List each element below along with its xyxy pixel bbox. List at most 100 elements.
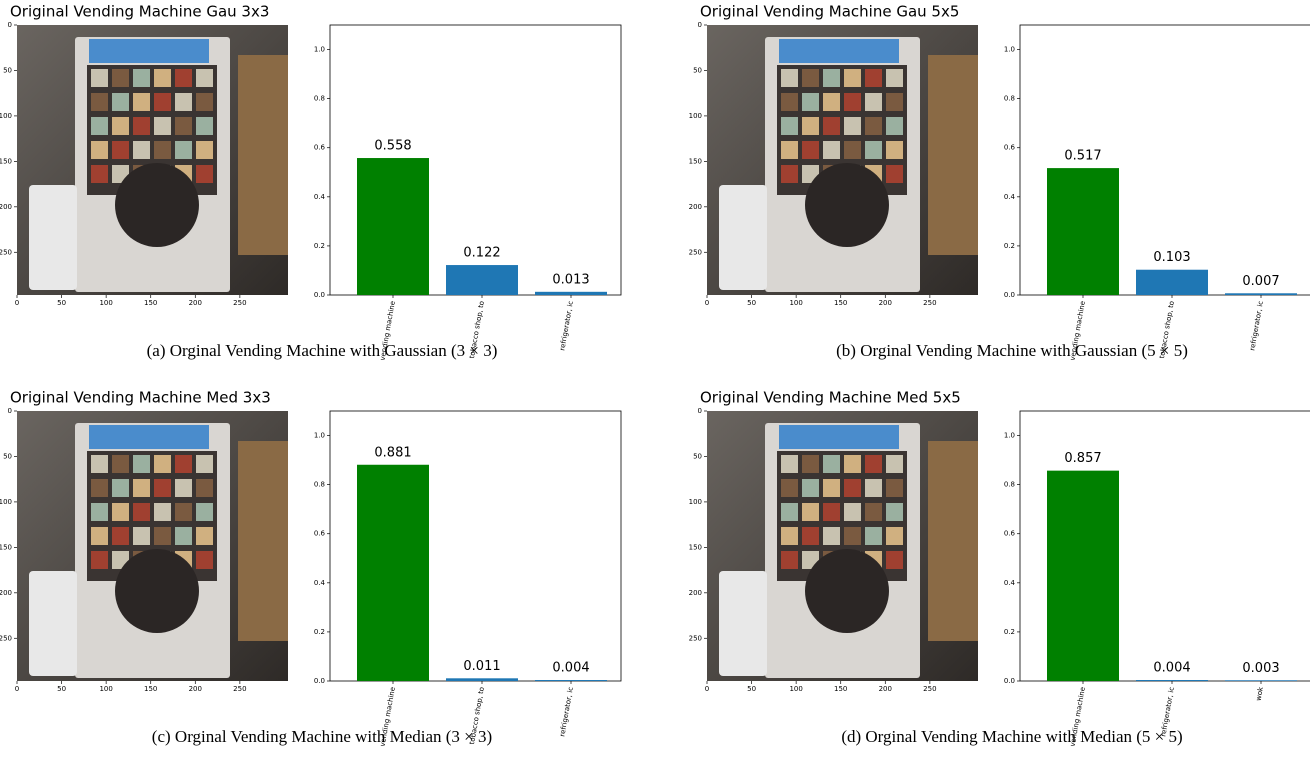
y-tick-label: 100 xyxy=(689,112,702,120)
photo-item xyxy=(133,69,150,87)
photo-dispenser xyxy=(805,163,889,247)
photo-item xyxy=(196,165,213,183)
x-tick-label: 0 xyxy=(15,685,19,693)
x-tick-label: 250 xyxy=(233,299,246,307)
bar xyxy=(535,680,607,681)
bar xyxy=(357,158,429,295)
value-label: 0.004 xyxy=(552,661,589,676)
photo-item xyxy=(802,69,819,87)
photo-item xyxy=(886,455,903,473)
photo-item xyxy=(802,527,819,545)
image-title: Original Vending Machine Med 3x3 xyxy=(10,389,271,407)
x-tick-label: 100 xyxy=(789,685,802,693)
photo-item xyxy=(175,527,192,545)
photo-item xyxy=(865,479,882,497)
x-tick-label: 250 xyxy=(233,685,246,693)
photo-item xyxy=(196,527,213,545)
photo-bin xyxy=(719,571,767,676)
photo-item xyxy=(154,93,171,111)
photo-item xyxy=(802,93,819,111)
y-tick-label: 50 xyxy=(693,66,702,74)
photo-wall xyxy=(238,55,288,255)
y-tick-label: 200 xyxy=(0,589,12,597)
photo-item xyxy=(844,455,861,473)
x-tick-label: 100 xyxy=(789,299,802,307)
y-tick-label: 250 xyxy=(689,634,702,642)
y-tick-label: 0.8 xyxy=(314,481,325,489)
value-label: 0.122 xyxy=(463,246,500,261)
caption: (d) Orginal Vending Machine with Median … xyxy=(841,727,1182,746)
photo-item xyxy=(91,93,108,111)
image-title: Original Vending Machine Med 5x5 xyxy=(700,389,961,407)
photo-item xyxy=(133,455,150,473)
x-tick-label: 0 xyxy=(15,299,19,307)
y-tick-label: 100 xyxy=(0,112,12,120)
y-tick-label: 0 xyxy=(698,407,702,415)
y-tick-label: 150 xyxy=(0,157,12,165)
photo-item xyxy=(133,93,150,111)
photo-banner xyxy=(89,39,209,63)
value-label: 0.103 xyxy=(1153,250,1190,265)
photo-item xyxy=(91,117,108,135)
y-tick-label: 0.4 xyxy=(314,579,326,587)
photo-item xyxy=(823,503,840,521)
photo-item xyxy=(844,527,861,545)
y-tick-label: 0 xyxy=(698,21,702,29)
y-tick-label: 0.6 xyxy=(1004,144,1016,152)
photo-item xyxy=(91,479,108,497)
photo-item xyxy=(823,479,840,497)
bar xyxy=(446,678,518,681)
photo-item xyxy=(175,117,192,135)
y-tick-label: 0.4 xyxy=(1004,193,1016,201)
image-title: Original Vending Machine Gau 5x5 xyxy=(700,3,959,21)
photo-item xyxy=(154,503,171,521)
y-tick-label: 0.6 xyxy=(1004,530,1016,538)
photo-dispenser xyxy=(115,549,199,633)
photo-item xyxy=(91,455,108,473)
x-tick-label: 0 xyxy=(705,685,709,693)
y-tick-label: 50 xyxy=(3,452,12,460)
photo-item xyxy=(91,527,108,545)
photo-item xyxy=(781,455,798,473)
y-tick-label: 0.6 xyxy=(314,530,326,538)
photo-item xyxy=(112,479,129,497)
photo-item xyxy=(196,455,213,473)
photo-item xyxy=(112,93,129,111)
x-tick-label: 50 xyxy=(57,685,66,693)
photo-item xyxy=(886,117,903,135)
photo-wall xyxy=(238,441,288,641)
value-label: 0.558 xyxy=(374,139,411,154)
photo-item xyxy=(844,503,861,521)
x-tick-label: 200 xyxy=(189,685,202,693)
photo-item xyxy=(91,69,108,87)
y-tick-label: 0.2 xyxy=(1004,242,1015,250)
photo-item xyxy=(802,479,819,497)
y-tick-label: 0.0 xyxy=(1004,677,1015,685)
y-tick-label: 150 xyxy=(0,543,12,551)
photo-item xyxy=(133,479,150,497)
y-tick-label: 0 xyxy=(8,407,12,415)
photo-item xyxy=(91,141,108,159)
photo-item xyxy=(91,503,108,521)
photo-item xyxy=(844,117,861,135)
photo-item xyxy=(133,117,150,135)
x-tick-label: 150 xyxy=(144,299,157,307)
value-label: 0.517 xyxy=(1064,149,1101,164)
y-tick-label: 100 xyxy=(689,498,702,506)
y-tick-label: 1.0 xyxy=(1004,432,1015,440)
x-tick-label: 50 xyxy=(747,299,756,307)
y-tick-label: 0.2 xyxy=(314,628,325,636)
photo-item xyxy=(781,165,798,183)
bar xyxy=(1225,293,1297,295)
photo-item xyxy=(133,503,150,521)
photo-item xyxy=(823,117,840,135)
photo-item xyxy=(196,69,213,87)
photo-item xyxy=(175,93,192,111)
photo-item xyxy=(781,551,798,569)
y-tick-label: 0.8 xyxy=(1004,481,1015,489)
bar xyxy=(1136,270,1208,295)
x-tick-label: 200 xyxy=(189,299,202,307)
photo-item xyxy=(175,503,192,521)
y-tick-label: 0.0 xyxy=(1004,291,1015,299)
caption: (a) Orginal Vending Machine with Gaussia… xyxy=(147,341,498,360)
